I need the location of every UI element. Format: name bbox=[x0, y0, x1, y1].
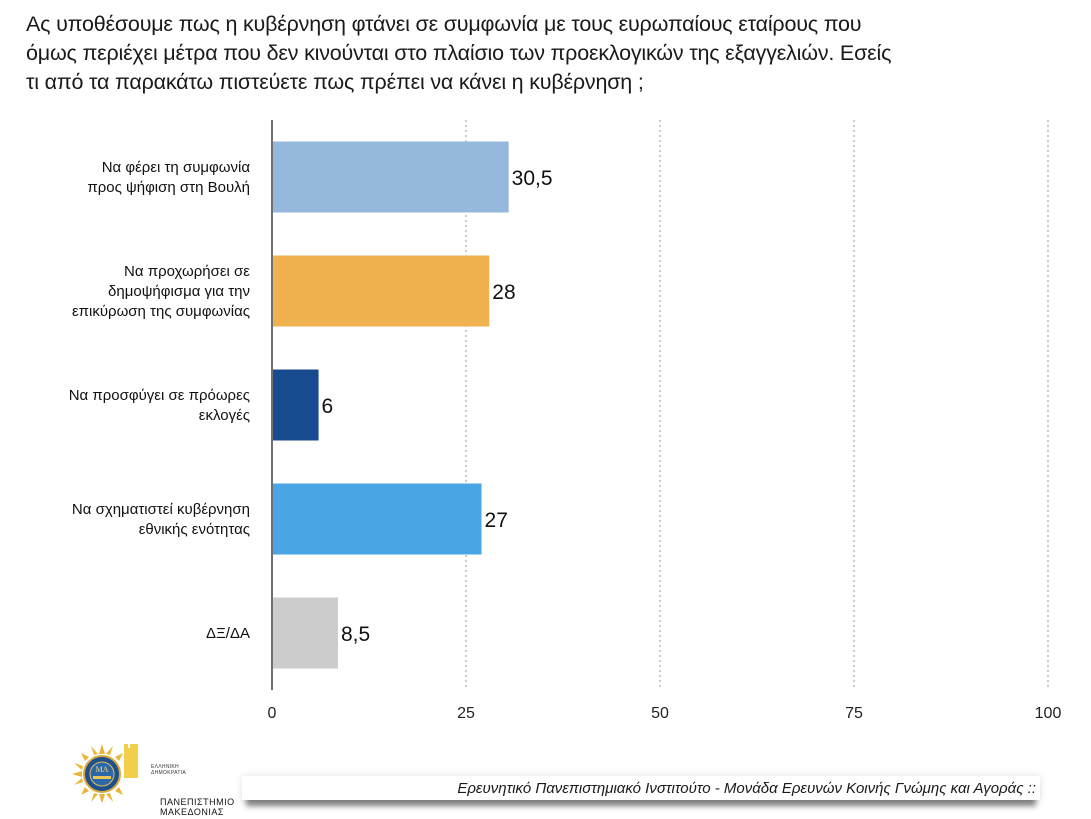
category-label-line: Να προχωρήσει σε bbox=[124, 263, 250, 280]
bar-0 bbox=[273, 141, 509, 213]
category-labels: Να φέρει τη συμφωνία προς ψήφιση στη Βουλ… bbox=[69, 159, 251, 642]
category-label-line: επικύρωση της συμφωνίας bbox=[72, 303, 250, 320]
x-tick-label-75: 75 bbox=[845, 705, 863, 722]
title-line-2: όμως περιέχει μέτρα που δεν κινούνται στ… bbox=[26, 41, 892, 65]
bar-2 bbox=[273, 369, 319, 441]
footer-banner: Ερευνητικό Πανεπιστημιακό Ινστιτούτο - Μ… bbox=[242, 776, 1040, 800]
category-label-line: εκλογές bbox=[199, 407, 250, 424]
category-label-3: Να σχηματιστεί κυβέρνηση εθνικής ενότητας bbox=[72, 501, 250, 538]
category-label-4: ΔΞ/ΔΑ bbox=[206, 625, 250, 642]
logo-emblem-icon: MA bbox=[72, 744, 138, 804]
x-tick-labels: 0 25 50 75 100 bbox=[268, 705, 1062, 722]
gridlines bbox=[465, 120, 1049, 690]
value-label-1: 28 bbox=[492, 281, 515, 304]
logo-university-name: ΠΑΝΕΠΙΣΤΗΜΙΟ ΜΑΚΕΔΟΝΙΑΣ bbox=[160, 797, 235, 817]
category-label-line: Να σχηματιστεί κυβέρνηση bbox=[72, 501, 250, 518]
chart-title: Ας υποθέσουμε πως η κυβέρνηση φτάνει σε … bbox=[26, 10, 1076, 97]
x-tick-label-25: 25 bbox=[457, 705, 475, 722]
category-label-1: Να προχωρήσει σε δημοψήφισμα για την επικύ… bbox=[72, 263, 250, 320]
value-labels: 30,5 28 6 27 8,5 bbox=[322, 167, 553, 646]
category-label-line: Να φέρει τη συμφωνία bbox=[102, 159, 251, 176]
logo-small-text: ΕΛΛΗΝΙΚΗ ΔΗΜΟΚΡΑΤΙΑ bbox=[151, 764, 187, 776]
x-tick-label-100: 100 bbox=[1035, 705, 1062, 722]
category-label-2: Να προσφύγει σε πρόωρες εκλογές bbox=[69, 387, 250, 424]
bars bbox=[273, 141, 509, 669]
university-logo: MA ΕΛΛΗΝΙΚΗ ΔΗΜΟΚΡΑΤΙΑ ΠΑΝΕΠΙΣΤΗΜΙΟ ΜΑΚΕ… bbox=[68, 742, 234, 817]
svg-text:MA: MA bbox=[96, 765, 109, 774]
x-tick-label-50: 50 bbox=[651, 705, 669, 722]
category-label-line: εθνικής ενότητας bbox=[139, 521, 250, 538]
value-label-4: 8,5 bbox=[341, 623, 370, 646]
x-tick-label-0: 0 bbox=[268, 705, 277, 722]
value-label-3: 27 bbox=[485, 509, 508, 532]
value-label-0: 30,5 bbox=[512, 167, 553, 190]
bar-4 bbox=[273, 597, 338, 669]
sun-rays-icon bbox=[72, 744, 123, 804]
footer-text: Ερευνητικό Πανεπιστημιακό Ινστιτούτο - Μ… bbox=[457, 780, 1036, 797]
category-label-line: δημοψήφισμα για την bbox=[108, 283, 250, 300]
category-label-0: Να φέρει τη συμφωνία προς ψήφιση στη Βουλ… bbox=[87, 159, 250, 196]
title-line-1: Ας υποθέσουμε πως η κυβέρνηση φτάνει σε … bbox=[26, 12, 862, 36]
category-label-line: προς ψήφιση στη Βουλή bbox=[87, 179, 250, 196]
category-label-line: ΔΞ/ΔΑ bbox=[206, 625, 250, 642]
value-label-2: 6 bbox=[322, 395, 334, 418]
title-line-3: τι από τα παρακάτω πιστεύετε πως πρέπει … bbox=[26, 70, 644, 94]
bar-3 bbox=[273, 483, 482, 555]
category-label-line: Να προσφύγει σε πρόωρες bbox=[69, 387, 250, 404]
bar-1 bbox=[273, 255, 490, 327]
